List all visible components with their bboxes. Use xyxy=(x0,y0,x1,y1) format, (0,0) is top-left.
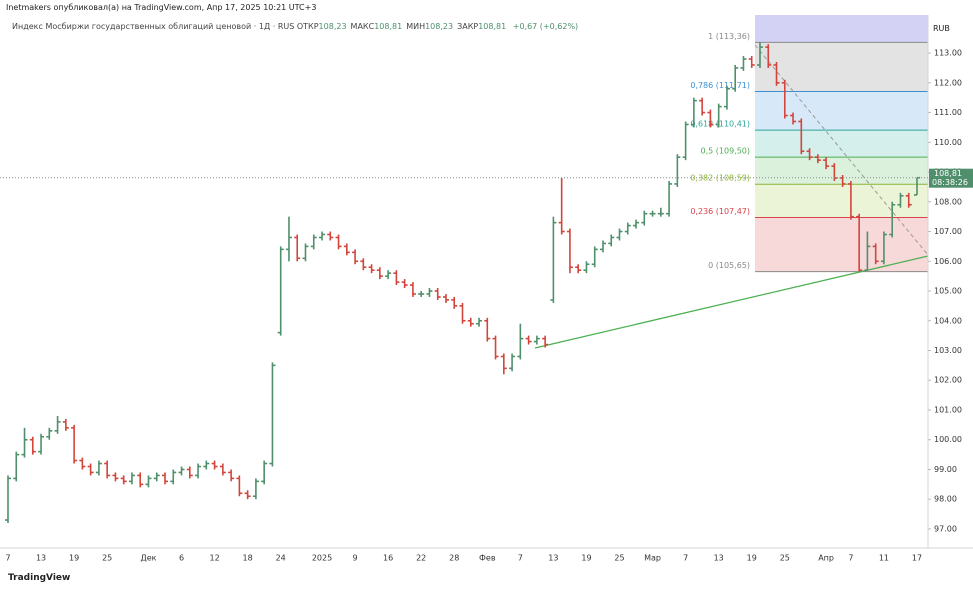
x-tick-label: 7 xyxy=(518,554,523,563)
x-tick-label: Фев xyxy=(479,554,496,563)
x-tick-label: 12 xyxy=(209,554,219,563)
ohlc-info: ОТКР108,23 МАКС108,81 МИН108,23 ЗАКР108,81 xyxy=(297,22,510,31)
x-tick-label: 9 xyxy=(353,554,358,563)
x-tick-label: 25 xyxy=(102,554,112,563)
x-tick-label: 7 xyxy=(848,554,853,563)
fib-level-label: 0,236 (107,47) xyxy=(690,207,750,216)
x-tick-label: Апр xyxy=(818,554,834,563)
x-tick-label: 24 xyxy=(276,554,286,563)
x-tick-label: 13 xyxy=(36,554,46,563)
fib-level-label: 0,786 (111,71) xyxy=(690,81,750,90)
x-tick-label: 7 xyxy=(683,554,688,563)
x-tick-label: 7 xyxy=(5,554,10,563)
y-tick-label: 107.00 xyxy=(934,227,962,236)
info-value: 108,23 xyxy=(425,22,454,31)
fib-zone xyxy=(755,184,928,218)
info-label: МАКС xyxy=(350,22,375,31)
x-tick-label: 18 xyxy=(243,554,253,563)
x-tick-label: 19 xyxy=(69,554,79,563)
x-tick-label: 17 xyxy=(912,554,922,563)
info-value: 108,81 xyxy=(478,22,507,31)
x-tick-label: 13 xyxy=(714,554,724,563)
x-tick-label: 16 xyxy=(383,554,393,563)
info-value: 108,81 xyxy=(374,22,403,31)
symbol-legend: Индекс Мосбиржи государственных облигаци… xyxy=(12,22,582,31)
y-tick-label: 98.00 xyxy=(934,495,957,504)
logo[interactable]: TradingView xyxy=(8,573,71,583)
fib-level-label: 0,382 (108,59) xyxy=(690,174,750,183)
y-tick-label: 108.00 xyxy=(934,197,962,206)
info-label: МИН xyxy=(406,22,426,31)
currency: RUB xyxy=(933,24,950,33)
x-tick-label: 2025 xyxy=(312,554,332,563)
fib-level-label: 0,5 (109,50) xyxy=(701,147,751,156)
fib-zone xyxy=(755,42,928,92)
countdown: 08:38:26 xyxy=(932,178,968,187)
info-value: 108,23 xyxy=(318,22,347,31)
symbol: Индекс Мосбиржи государственных облигаци… xyxy=(12,22,295,31)
fib-zone xyxy=(755,91,928,131)
y-tick-label: 106.00 xyxy=(934,257,962,266)
last-price-tag xyxy=(929,168,973,188)
publisher: Inetmakers опубликовал(а) на TradingView… xyxy=(6,3,317,12)
x-tick-label: 11 xyxy=(879,554,889,563)
y-tick-label: 111.00 xyxy=(934,108,962,117)
x-tick-label: 28 xyxy=(449,554,459,563)
x-tick-label: 22 xyxy=(416,554,426,563)
y-tick-label: 97.00 xyxy=(934,524,957,533)
y-tick-label: 103.00 xyxy=(934,346,962,355)
fib-zone xyxy=(755,217,928,272)
fib-extension-zone xyxy=(755,15,928,43)
fib-zone xyxy=(755,130,928,158)
x-tick-label: Мар xyxy=(644,554,661,563)
info-label: ОТКР xyxy=(296,22,319,31)
fib-retracement: 1 (113,36) 0,786 (111,71) 0,618 (110,41) 0,… xyxy=(690,15,928,273)
fib-level-label: 0 (105,65) xyxy=(708,261,750,270)
y-tick-label: 112.00 xyxy=(934,78,962,87)
last-price-label: 108,81 xyxy=(934,169,962,178)
y-tick-label: 100.00 xyxy=(934,435,962,444)
fib-level-label: 1 (113,36) xyxy=(708,32,750,41)
x-tick-label: 19 xyxy=(747,554,757,563)
y-tick-label: 113.00 xyxy=(934,49,962,58)
x-tick-label: 6 xyxy=(179,554,184,563)
y-tick-label: 105.00 xyxy=(934,287,962,296)
y-tick-label: 99.00 xyxy=(934,465,957,474)
fib-level-label: 0,618 (110,41) xyxy=(690,120,750,129)
info-label: ЗАКР xyxy=(457,22,479,31)
x-tick-label: 13 xyxy=(548,554,558,563)
fib-zone xyxy=(755,157,928,185)
y-tick-label: 101.00 xyxy=(934,405,962,414)
change: +0,67 (+0,62%) xyxy=(512,22,579,31)
x-tick-label: Дек xyxy=(140,554,156,563)
x-tick-label: 25 xyxy=(614,554,624,563)
bars xyxy=(5,42,920,524)
y-tick-label: 104.00 xyxy=(934,316,962,325)
x-tick-label: 25 xyxy=(780,554,790,563)
x-tick-label: 19 xyxy=(581,554,591,563)
trend-line xyxy=(534,255,929,349)
y-tick-label: 102.00 xyxy=(934,376,962,385)
fib-trend-line xyxy=(754,44,929,256)
y-tick-label: 110.00 xyxy=(934,138,962,147)
